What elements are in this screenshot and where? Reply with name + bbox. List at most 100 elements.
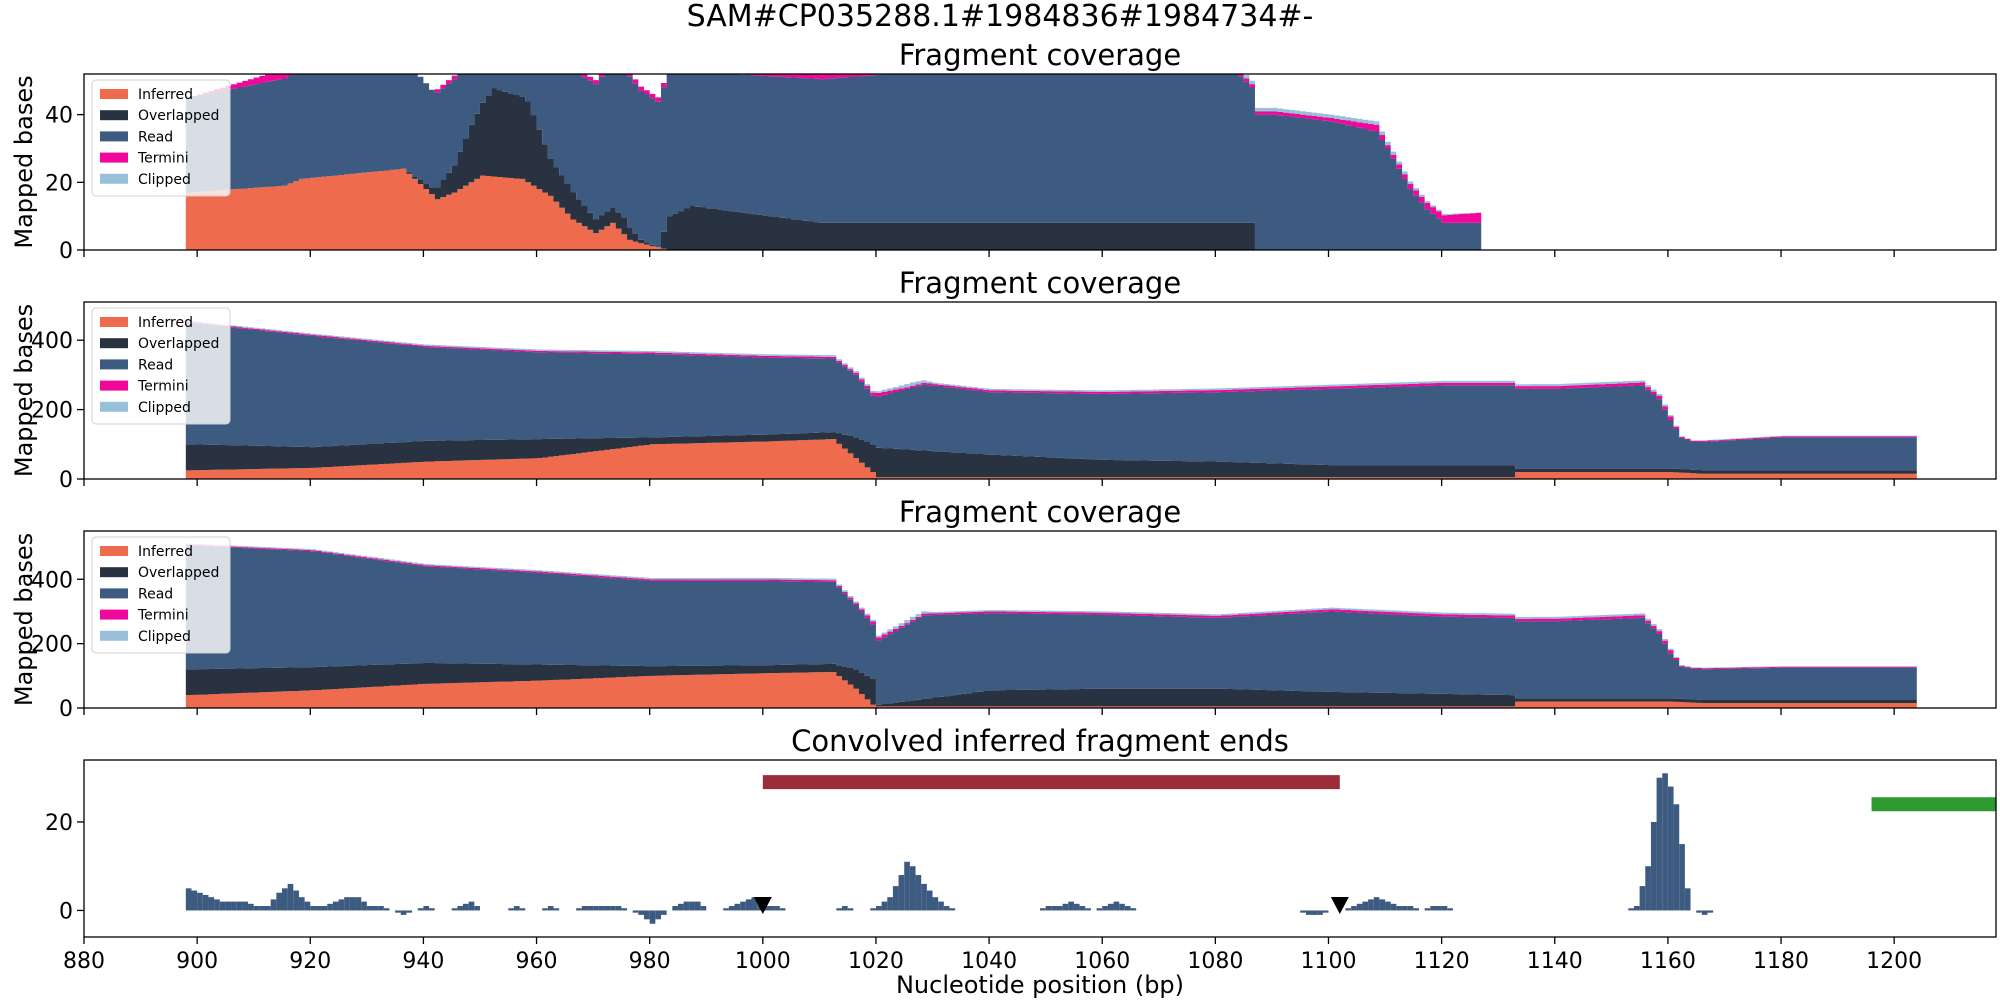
bar (304, 901, 311, 911)
bar (1390, 903, 1397, 911)
bar (1056, 906, 1063, 911)
bar (740, 901, 746, 911)
bar (689, 901, 695, 911)
bar (909, 866, 916, 911)
area-inferred (185, 671, 1917, 708)
bar (644, 910, 650, 920)
bar (508, 908, 514, 911)
bar (610, 906, 616, 911)
legend-box (91, 307, 231, 425)
panel-3: Fragment coverage Mapped bases 0 200 400 Infe… (10, 495, 1997, 722)
bar (349, 897, 356, 911)
bar (265, 906, 271, 911)
legend-label-read: Read (138, 129, 173, 145)
panel-2: Fragment coverage Mapped bases 0 200 400 Infe… (10, 266, 1997, 493)
bar (1079, 906, 1086, 911)
legend-label-overlapped: Overlapped (138, 565, 219, 581)
bar (242, 901, 249, 911)
bar (842, 906, 848, 911)
bar (429, 908, 435, 911)
bar (1096, 908, 1103, 911)
bar (774, 906, 780, 911)
bar (1345, 908, 1352, 911)
legend-swatch-clipped (100, 630, 128, 641)
bar (1311, 910, 1318, 915)
y-tick-label: 20 (45, 171, 73, 196)
bar (870, 908, 876, 911)
bar (1102, 906, 1108, 911)
bar (1317, 910, 1323, 915)
bar (949, 908, 956, 911)
bar (338, 899, 345, 911)
bar (1045, 906, 1052, 911)
bar (225, 901, 232, 911)
x-tick-label: 1140 (1527, 949, 1583, 974)
area-inferred (185, 168, 1482, 250)
triangle-marker (1330, 897, 1349, 915)
legend: Inferred Overlapped Read Termini Clipped (91, 79, 231, 197)
legend-label-inferred: Inferred (138, 315, 193, 331)
bar (1368, 899, 1374, 911)
bar (932, 897, 939, 911)
legend-label-clipped: Clipped (138, 172, 191, 188)
y-tick-label: 20 (45, 811, 73, 836)
legend-swatch-clipped (100, 401, 128, 412)
legend: Inferred Overlapped Read Termini Clipped (91, 536, 231, 654)
bar (1130, 908, 1137, 911)
bar (615, 906, 622, 911)
area-overlapped (185, 88, 1482, 250)
panel-title: Fragment coverage (899, 495, 1181, 529)
y-axis-label: Mapped bases (10, 75, 38, 248)
bar (219, 901, 226, 911)
legend-swatch-read (100, 131, 128, 142)
bar (604, 906, 611, 911)
bar (1645, 866, 1651, 911)
bar (463, 903, 469, 911)
x-tick-label: 900 (176, 949, 218, 974)
bar (281, 888, 288, 911)
x-tick-label: 1060 (1074, 949, 1130, 974)
bar (1305, 910, 1312, 915)
bar (892, 886, 899, 911)
bar (474, 906, 480, 911)
x-tick-label: 880 (63, 949, 105, 974)
bar (921, 883, 927, 911)
area-overlapped (185, 662, 1917, 707)
bar (1441, 906, 1448, 911)
panels-group: Fragment coverage Mapped bases 0 20 40 Inferr… (10, 38, 1997, 974)
legend-label-clipped: Clipped (138, 629, 191, 645)
bar (366, 906, 373, 911)
legend-swatch-termini (100, 609, 128, 620)
bar (660, 910, 667, 915)
bar (423, 906, 430, 911)
bar (519, 908, 526, 911)
bar (1701, 910, 1708, 915)
bar (1402, 906, 1408, 911)
y-tick-label: 200 (31, 633, 73, 658)
bar (926, 890, 933, 911)
legend-swatch-overlapped (100, 110, 128, 121)
x-tick-label: 1100 (1300, 949, 1356, 974)
bar (1124, 906, 1131, 911)
range-bar-red (762, 775, 1340, 790)
bar (400, 910, 407, 915)
bar (457, 906, 464, 911)
bar (1373, 897, 1380, 911)
bar (1696, 910, 1702, 913)
legend-label-termini: Termini (137, 608, 189, 624)
bar (1119, 903, 1125, 911)
bar (728, 906, 735, 911)
bar (248, 903, 254, 911)
x-tick-label: 980 (629, 949, 671, 974)
legend: Inferred Overlapped Read Termini Clipped (91, 307, 231, 425)
series-group (185, 74, 1482, 250)
bar (468, 901, 475, 911)
bar (734, 903, 741, 911)
bar (1362, 901, 1369, 911)
bar (372, 906, 379, 911)
bar (1628, 908, 1634, 911)
bar (236, 901, 243, 911)
bar (1633, 906, 1640, 911)
legend-label-clipped: Clipped (138, 400, 191, 416)
